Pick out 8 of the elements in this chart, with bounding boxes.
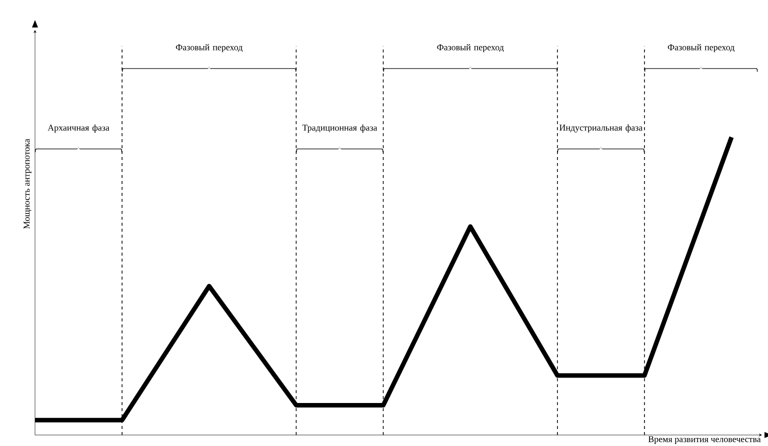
text: Архаичная фаза: [48, 124, 110, 133]
x-axis-title: Время развития человечества: [648, 436, 761, 444]
text: Фазовый переход: [437, 44, 504, 52]
text: Фазовый переход: [176, 44, 242, 52]
text: Фазовый переход: [668, 44, 734, 52]
text: Традиционная фаза: [302, 124, 378, 133]
text: Индустриальная фаза: [559, 124, 643, 133]
y-axis-title: Мощность антропотока: [24, 138, 32, 229]
